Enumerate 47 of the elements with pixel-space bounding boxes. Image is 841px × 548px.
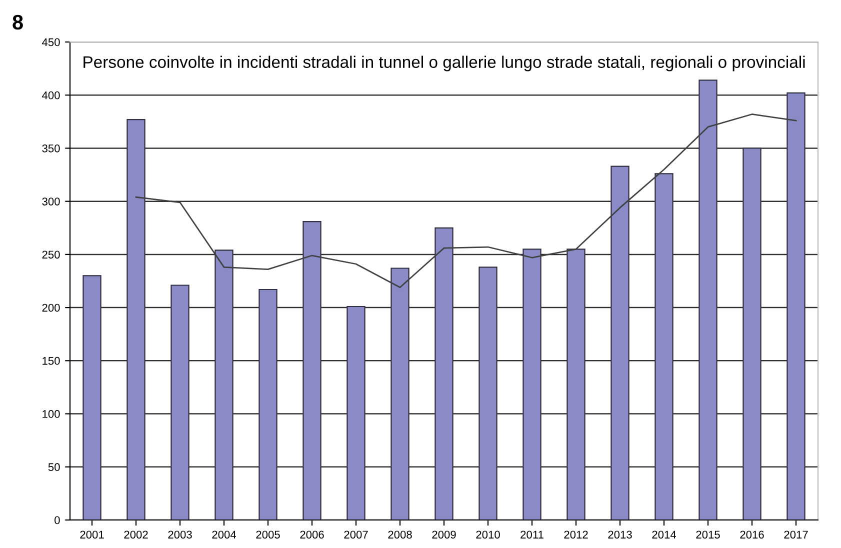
bar: [654, 173, 674, 520]
y-tick-label: 100: [42, 410, 60, 418]
y-tick-label: 450: [42, 38, 60, 46]
bar: [522, 248, 542, 520]
x-tick-label: 2005: [256, 530, 280, 539]
y-tick-label: 300: [42, 198, 60, 206]
bar: [610, 166, 630, 520]
x-tick-label: 2008: [388, 530, 412, 539]
x-tick-label: 2016: [740, 530, 764, 539]
bar: [742, 148, 762, 520]
x-tick-label: 2012: [564, 530, 588, 539]
x-tick-label: 2003: [168, 530, 192, 539]
bar: [566, 248, 586, 520]
x-tick-label: 2002: [124, 530, 148, 539]
bar: [346, 306, 366, 520]
bar: [786, 92, 806, 520]
x-tick-label: 2014: [652, 530, 676, 539]
x-tick-label: 2007: [344, 530, 368, 539]
bar: [390, 268, 410, 520]
y-tick-label: 200: [42, 304, 60, 312]
line-series: [135, 114, 797, 288]
y-tick-label: 250: [42, 250, 60, 259]
y-tick-label: 400: [42, 91, 60, 100]
x-tick-label: 2001: [80, 530, 104, 539]
bar: [82, 275, 102, 520]
x-tick-label: 2009: [432, 530, 456, 539]
bar: [302, 220, 322, 520]
x-tick-label: 2004: [212, 530, 236, 539]
bar: [170, 284, 190, 520]
x-tick-label: 2006: [300, 530, 324, 539]
y-tick-label: 350: [42, 144, 60, 152]
bar: [478, 266, 498, 520]
x-tick-label: 2017: [784, 530, 808, 539]
x-tick-label: 2013: [608, 530, 632, 539]
bar: [698, 80, 718, 520]
y-tick-label: 150: [42, 356, 60, 365]
bar: [126, 118, 146, 520]
y-tick-label: 0: [54, 516, 60, 524]
bar: [214, 250, 234, 520]
text: 8: [12, 14, 23, 30]
y-tick-label: 50: [48, 463, 60, 472]
text: Persone coinvolte in incidenti stradali in tunnel o gallerie lungo strade statali, regionali o provinciali: [84, 56, 805, 72]
x-tick-label: 2010: [476, 530, 500, 539]
x-tick-label: 2011: [520, 530, 544, 539]
bar: [258, 288, 278, 520]
bar: [434, 227, 454, 520]
x-tick-label: 2015: [696, 530, 720, 539]
